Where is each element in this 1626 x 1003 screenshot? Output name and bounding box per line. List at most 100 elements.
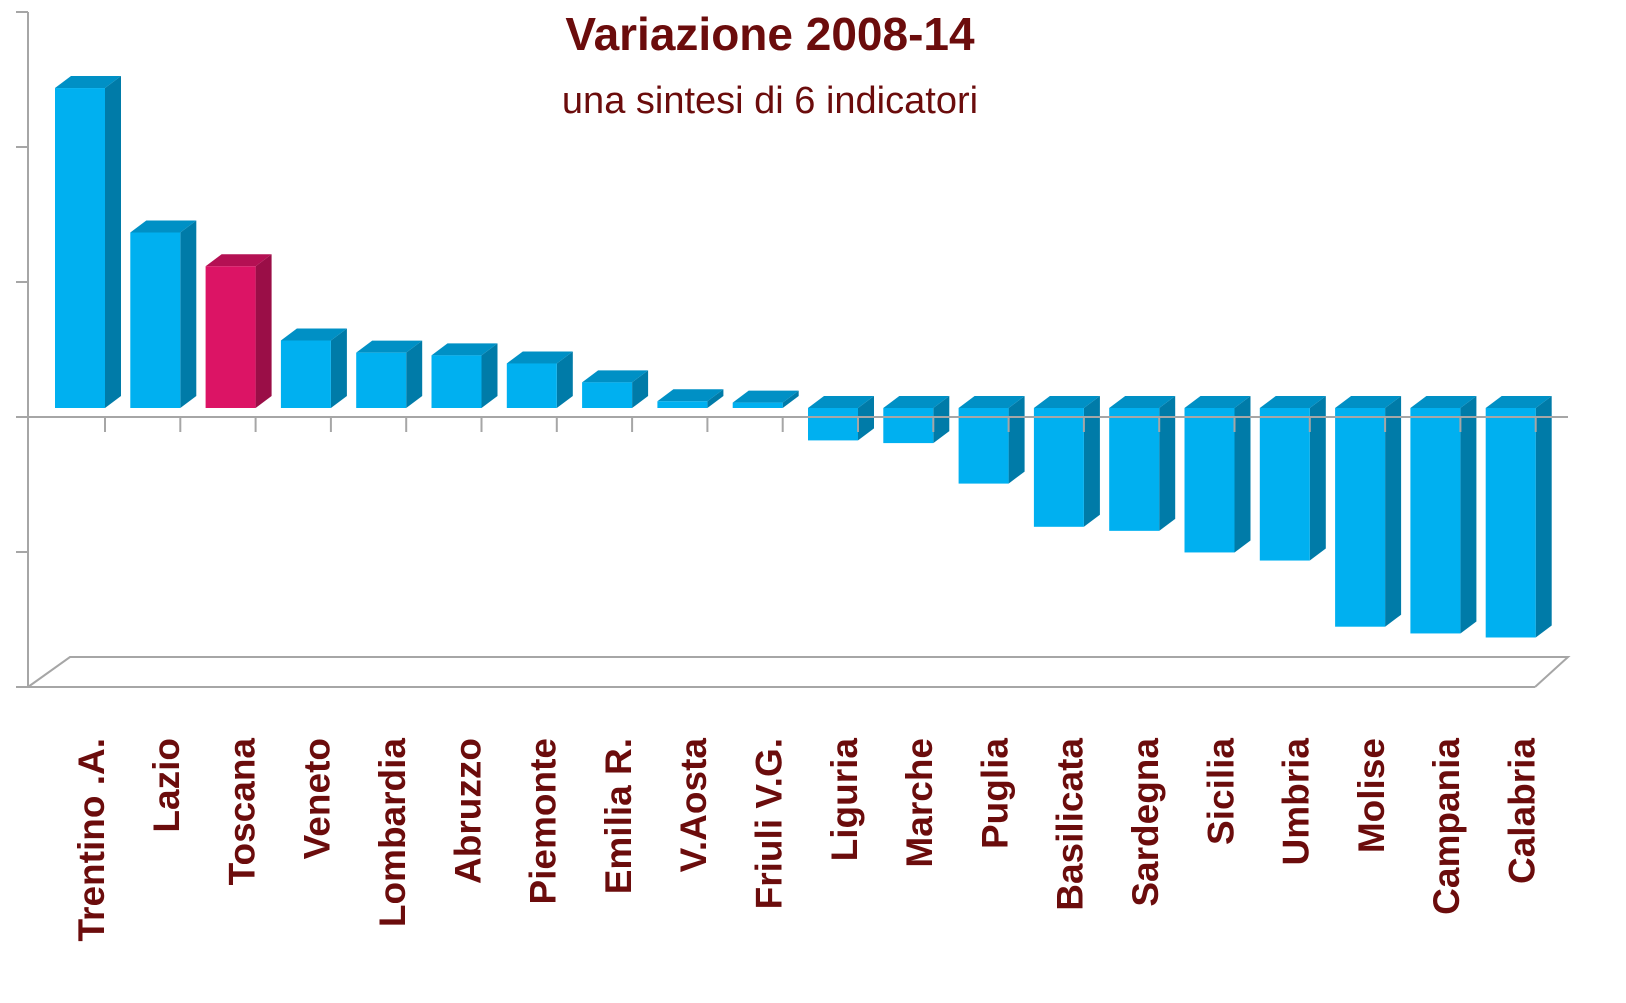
bar	[130, 220, 197, 408]
bar	[506, 351, 573, 408]
bar-side	[105, 76, 121, 409]
x-tick-label: Lombardia	[372, 738, 413, 928]
bar-front	[1485, 408, 1536, 638]
bar	[1259, 396, 1326, 561]
bar-side	[406, 340, 423, 408]
bar	[958, 396, 1025, 484]
bar-top	[1033, 396, 1100, 408]
bar-top	[1109, 396, 1176, 408]
bar-top	[506, 351, 573, 364]
bar-front	[883, 408, 934, 444]
bar	[582, 370, 649, 408]
x-tick-label: Puglia	[974, 738, 1015, 849]
x-tick-label: Abruzzo	[447, 738, 488, 884]
bar-top	[431, 343, 498, 356]
bar-side	[1309, 396, 1326, 561]
x-tick-label: Friuli V.G.	[748, 738, 789, 909]
bar-front	[1109, 408, 1160, 531]
x-tick-label: Sicilia	[1200, 738, 1241, 845]
bar-front	[732, 402, 783, 408]
x-tick-label: Marche	[899, 738, 940, 868]
bar-side	[330, 328, 347, 408]
bar-front	[1259, 408, 1310, 561]
bar-front	[130, 232, 181, 408]
bar-front	[356, 352, 407, 408]
bar-top	[1335, 396, 1402, 408]
bar	[1410, 396, 1477, 634]
bar-top	[657, 389, 724, 402]
bar	[1184, 396, 1251, 553]
x-tick-label: Umbria	[1276, 738, 1317, 866]
bar-front	[506, 363, 557, 408]
bar-front	[958, 408, 1009, 484]
x-tick-label: Lazio	[146, 738, 187, 833]
bar-side	[1008, 396, 1025, 484]
bar-top	[958, 396, 1025, 408]
bar-side	[255, 254, 272, 408]
bar	[55, 76, 121, 409]
bar	[356, 340, 423, 408]
bar-top	[808, 396, 874, 408]
bar-front	[1033, 408, 1084, 527]
bar-front	[55, 88, 105, 409]
bar	[205, 254, 272, 408]
bar-side	[1385, 396, 1402, 627]
x-tick-label: Campania	[1426, 738, 1467, 915]
bar-top	[1184, 396, 1251, 408]
bar-top	[280, 328, 347, 341]
bar	[280, 328, 347, 408]
bar-front	[1184, 408, 1235, 553]
bar-side	[1535, 396, 1552, 638]
bar-front	[280, 340, 331, 408]
bar-side	[1460, 396, 1477, 634]
x-tick-label: Calabria	[1501, 738, 1542, 884]
bar-side	[1159, 396, 1176, 531]
bar-side	[180, 220, 197, 408]
bar	[657, 389, 724, 408]
bar	[1335, 396, 1402, 627]
x-tick-label: Sardegna	[1125, 738, 1166, 907]
bar-side	[481, 343, 498, 408]
x-tick-label: Toscana	[221, 738, 262, 886]
x-tick-label: Liguria	[824, 738, 865, 862]
bar-front	[1335, 408, 1386, 627]
bar-side	[782, 390, 799, 408]
chart-subtitle: una sintesi di 6 indicatori	[562, 80, 978, 122]
bar	[1033, 396, 1100, 527]
x-tick-label: Emilia R.	[598, 738, 639, 894]
bar	[732, 390, 799, 408]
bar	[808, 396, 874, 441]
bar	[431, 343, 498, 408]
x-tick-label: Trentino .A.	[71, 738, 112, 942]
bar-top	[205, 254, 272, 267]
bar-top	[1485, 396, 1552, 408]
bar-side	[1083, 396, 1100, 527]
bar-front	[657, 401, 708, 408]
bar-front	[582, 382, 633, 408]
bar-front	[205, 266, 256, 408]
bar-top	[883, 396, 950, 408]
floor	[27, 656, 1571, 688]
x-tick-label: Piemonte	[523, 738, 564, 905]
bar-top	[1410, 396, 1477, 408]
bar-side	[858, 396, 874, 441]
bar-top	[55, 76, 121, 89]
bar-front	[808, 408, 858, 441]
bar-side	[1234, 396, 1251, 553]
bar-side	[707, 389, 724, 408]
bar	[883, 396, 950, 444]
bar-side	[556, 351, 573, 408]
x-tick-label: V.Aosta	[673, 738, 714, 873]
bar-top	[732, 390, 799, 403]
chart-title: Variazione 2008-14	[565, 8, 975, 60]
bar	[1109, 396, 1176, 531]
bar-side	[632, 370, 649, 408]
bar-front	[1410, 408, 1461, 634]
bar-side	[933, 396, 950, 444]
bar-top	[582, 370, 649, 383]
x-tick-label: Molise	[1351, 738, 1392, 853]
bar-top	[130, 220, 197, 233]
x-tick-label: Basilicata	[1050, 738, 1091, 911]
bar	[1485, 396, 1552, 638]
